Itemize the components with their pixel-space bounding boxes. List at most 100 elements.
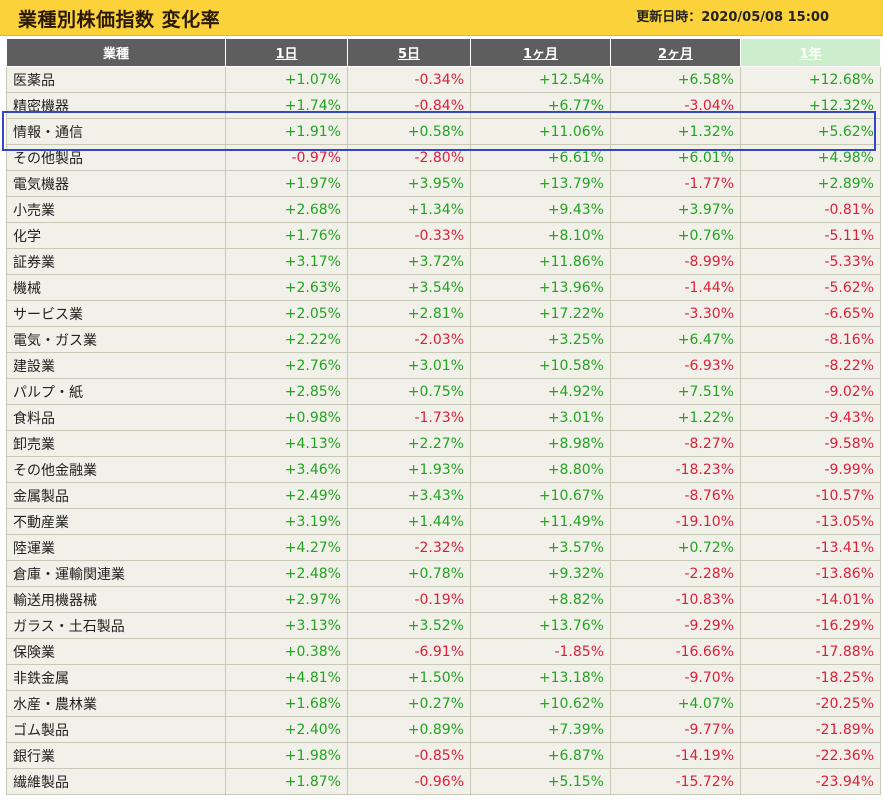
- change-value-y1: -18.25%: [740, 664, 881, 691]
- change-value-d1: +2.05%: [225, 300, 348, 327]
- change-value-d1: +3.19%: [225, 508, 348, 535]
- sector-name: その他製品: [6, 144, 226, 171]
- change-value-d1: +2.76%: [225, 352, 348, 379]
- change-value-m1: +13.96%: [470, 274, 611, 301]
- change-value-d1: +3.17%: [225, 248, 348, 275]
- change-value-m1: +12.54%: [470, 66, 611, 93]
- table-body: 医薬品 +1.07% -0.34% +12.54% +6.58% +12.68% 精密機器 +…: [6, 66, 881, 795]
- change-value-m2: -9.77%: [610, 716, 741, 743]
- change-value-d5: +3.72%: [347, 248, 471, 275]
- change-value-m2: -15.72%: [610, 768, 741, 795]
- sector-name: 水産・農林業: [6, 690, 226, 717]
- change-value-m1: +3.57%: [470, 534, 611, 561]
- change-value-d1: +2.63%: [225, 274, 348, 301]
- change-value-m1: +6.87%: [470, 742, 611, 769]
- table-row: 繊維製品 +1.87% -0.96% +5.15% -15.72% -23.94%: [6, 768, 881, 795]
- change-value-y1: -17.88%: [740, 638, 881, 665]
- change-value-m1: +10.58%: [470, 352, 611, 379]
- change-value-m2: -14.19%: [610, 742, 741, 769]
- change-value-m1: +11.06%: [470, 118, 611, 145]
- column-header-label[interactable]: 1日: [275, 47, 298, 62]
- change-value-m2: +1.32%: [610, 118, 741, 145]
- change-value-d1: +1.91%: [225, 118, 348, 145]
- table-row: 陸運業 +4.27% -2.32% +3.57% +0.72% -13.41%: [6, 534, 881, 561]
- sector-name: 食料品: [6, 404, 226, 431]
- column-header-1m[interactable]: 1ヶ月: [470, 38, 611, 67]
- change-value-d5: -0.34%: [347, 66, 471, 93]
- table-row: 建設業 +2.76% +3.01% +10.58% -6.93% -8.22%: [6, 352, 881, 379]
- table-row: 化学 +1.76% -0.33% +8.10% +0.76% -5.11%: [6, 222, 881, 249]
- column-header-5d[interactable]: 5日: [347, 38, 471, 67]
- change-value-m2: -16.66%: [610, 638, 741, 665]
- change-value-y1: -23.94%: [740, 768, 881, 795]
- change-value-m1: +9.43%: [470, 196, 611, 223]
- change-value-y1: -10.57%: [740, 482, 881, 509]
- change-value-y1: -9.99%: [740, 456, 881, 483]
- change-value-d5: +0.58%: [347, 118, 471, 145]
- change-value-d5: +3.01%: [347, 352, 471, 379]
- change-value-m2: -8.99%: [610, 248, 741, 275]
- change-value-d5: +3.43%: [347, 482, 471, 509]
- change-value-d5: +1.44%: [347, 508, 471, 535]
- change-value-d5: -2.03%: [347, 326, 471, 353]
- change-value-m2: +4.07%: [610, 690, 741, 717]
- change-value-d5: +3.54%: [347, 274, 471, 301]
- change-value-d5: -0.84%: [347, 92, 471, 119]
- sector-name: 建設業: [6, 352, 226, 379]
- table-row: 金属製品 +2.49% +3.43% +10.67% -8.76% -10.57%: [6, 482, 881, 509]
- change-value-d5: -1.73%: [347, 404, 471, 431]
- change-value-m2: +6.01%: [610, 144, 741, 171]
- change-value-m2: -3.30%: [610, 300, 741, 327]
- change-value-d1: +3.13%: [225, 612, 348, 639]
- column-header-1y[interactable]: 1年: [740, 38, 881, 67]
- change-value-y1: +5.62%: [740, 118, 881, 145]
- change-value-y1: -9.58%: [740, 430, 881, 457]
- change-value-m1: +10.67%: [470, 482, 611, 509]
- column-header-1d[interactable]: 1日: [225, 38, 348, 67]
- change-value-d1: +1.68%: [225, 690, 348, 717]
- change-value-y1: +12.32%: [740, 92, 881, 119]
- change-value-d5: +1.34%: [347, 196, 471, 223]
- change-value-m2: -2.28%: [610, 560, 741, 587]
- table-header-row: 業種 1日 5日 1ヶ月 2ヶ月 1年: [6, 38, 881, 67]
- table-row: 精密機器 +1.74% -0.84% +6.77% -3.04% +12.32%: [6, 92, 881, 119]
- column-header-label[interactable]: 1年: [799, 47, 822, 62]
- column-header-2m[interactable]: 2ヶ月: [610, 38, 741, 67]
- table-row: 保険業 +0.38% -6.91% -1.85% -16.66% -17.88%: [6, 638, 881, 665]
- change-value-d1: +1.76%: [225, 222, 348, 249]
- change-value-d5: +3.95%: [347, 170, 471, 197]
- table-row: 機械 +2.63% +3.54% +13.96% -1.44% -5.62%: [6, 274, 881, 301]
- sector-name: 精密機器: [6, 92, 226, 119]
- column-header-label[interactable]: 1ヶ月: [522, 47, 559, 62]
- table-row: 銀行業 +1.98% -0.85% +6.87% -14.19% -22.36%: [6, 742, 881, 769]
- change-value-y1: -5.11%: [740, 222, 881, 249]
- column-header-label[interactable]: 5日: [397, 47, 421, 62]
- change-value-m2: -8.76%: [610, 482, 741, 509]
- change-value-d5: +0.27%: [347, 690, 471, 717]
- change-value-d5: +2.81%: [347, 300, 471, 327]
- table-row: 卸売業 +4.13% +2.27% +8.98% -8.27% -9.58%: [6, 430, 881, 457]
- change-value-y1: -13.05%: [740, 508, 881, 535]
- sector-name: 陸運業: [6, 534, 226, 561]
- change-value-d1: +1.98%: [225, 742, 348, 769]
- title-bar: 業種別株価指数 変化率 更新日時：2020/05/08 15:00: [0, 0, 883, 36]
- change-value-m2: -18.23%: [610, 456, 741, 483]
- change-value-y1: -0.81%: [740, 196, 881, 223]
- change-value-y1: -9.43%: [740, 404, 881, 431]
- sector-name: 金属製品: [6, 482, 226, 509]
- sector-name: 電気機器: [6, 170, 226, 197]
- column-header-label[interactable]: 2ヶ月: [657, 47, 694, 62]
- change-value-m2: -8.27%: [610, 430, 741, 457]
- change-value-d1: +2.48%: [225, 560, 348, 587]
- change-value-y1: -13.86%: [740, 560, 881, 587]
- change-value-d1: +2.49%: [225, 482, 348, 509]
- table-row: 医薬品 +1.07% -0.34% +12.54% +6.58% +12.68%: [6, 66, 881, 93]
- change-value-m2: -19.10%: [610, 508, 741, 535]
- sector-name: 不動産業: [6, 508, 226, 535]
- change-value-m2: -1.44%: [610, 274, 741, 301]
- table-row: 水産・農林業 +1.68% +0.27% +10.62% +4.07% -20.25%: [6, 690, 881, 717]
- change-value-y1: -22.36%: [740, 742, 881, 769]
- sector-name: 倉庫・運輸関連業: [6, 560, 226, 587]
- change-value-m2: -6.93%: [610, 352, 741, 379]
- change-value-d5: +1.93%: [347, 456, 471, 483]
